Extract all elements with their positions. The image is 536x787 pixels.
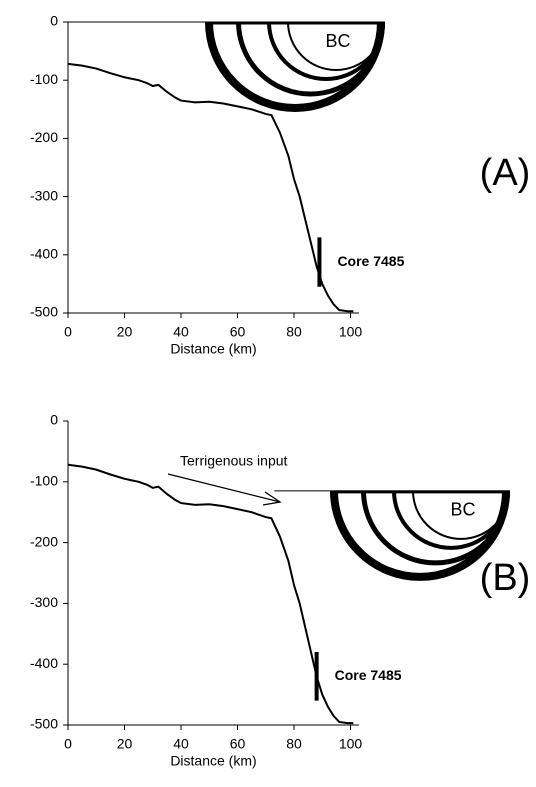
y-tick-label: -400 <box>30 655 58 671</box>
x-tick-label: 20 <box>117 736 133 752</box>
y-tick-label: -100 <box>30 71 58 87</box>
x-axis-label: Distance (km) <box>170 341 256 357</box>
profile-line <box>67 62 354 313</box>
y-tick-label: -400 <box>30 246 58 262</box>
x-tick-label: 60 <box>230 736 246 752</box>
icon-label: BC <box>325 31 350 51</box>
x-tick-label: 0 <box>64 736 72 752</box>
y-tick-label: -500 <box>30 716 58 732</box>
x-tick-label: 60 <box>230 324 246 340</box>
x-tick-label: 40 <box>173 324 189 340</box>
x-tick-label: 100 <box>339 736 363 752</box>
x-tick-label: 80 <box>286 736 302 752</box>
x-axis-label: Distance (km) <box>170 753 256 769</box>
x-tick-label: 20 <box>117 324 133 340</box>
annotation-arrowhead <box>262 491 282 506</box>
core-label: Core 7485 <box>335 667 402 683</box>
annotation: Terrigenous input <box>180 453 288 469</box>
y-tick-label: 0 <box>50 13 58 29</box>
y-tick-label: -100 <box>30 473 58 489</box>
current-arc <box>412 490 510 540</box>
panel-label: (A) <box>480 152 531 194</box>
y-tick-label: 0 <box>50 412 58 428</box>
x-tick-label: 40 <box>173 736 189 752</box>
y-tick-label: -200 <box>30 533 58 549</box>
icon-label: BC <box>450 500 475 520</box>
current-arc <box>205 21 385 112</box>
y-tick-label: -300 <box>30 187 58 203</box>
y-tick-label: -500 <box>30 304 58 320</box>
annotation-arrow <box>167 473 281 503</box>
profile-line <box>67 463 354 725</box>
x-tick-label: 0 <box>64 324 72 340</box>
current-arc <box>287 21 385 71</box>
panel-label: (B) <box>480 557 531 599</box>
core-label: Core 7485 <box>337 253 404 269</box>
x-tick-label: 80 <box>286 324 302 340</box>
y-tick-label: -200 <box>30 129 58 145</box>
x-tick-label: 100 <box>339 324 363 340</box>
y-tick-label: -300 <box>30 594 58 610</box>
